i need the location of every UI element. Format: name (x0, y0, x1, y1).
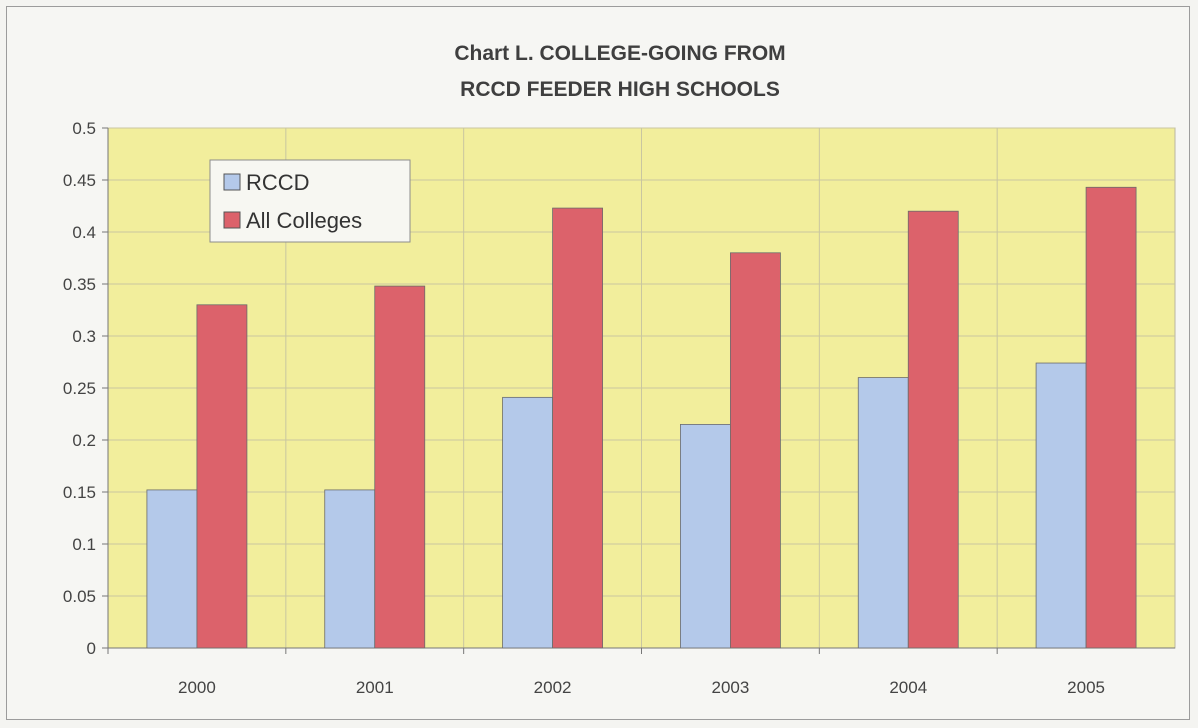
y-tick-label: 0.15 (63, 483, 96, 502)
x-tick-label: 2005 (1067, 678, 1105, 697)
y-tick-label: 0.35 (63, 275, 96, 294)
x-tick-label: 2002 (534, 678, 572, 697)
x-tick-label: 2003 (712, 678, 750, 697)
legend-label-all-colleges: All Colleges (246, 208, 362, 233)
plot-area: 0 0.05 0.1 0.15 0.2 0.25 0.3 0.35 0.4 0.45 0.5 2000… (63, 119, 1176, 697)
y-tick-label: 0.5 (72, 119, 96, 138)
bar-rccd-2000 (146, 489, 198, 649)
legend-box (209, 159, 411, 243)
legend-label-rccd: RCCD (246, 170, 310, 195)
y-tick-label: 0.25 (63, 379, 96, 398)
y-tick-label: 0.4 (72, 223, 96, 242)
x-tick-label: 2000 (178, 678, 216, 697)
legend-swatch-all-colleges (223, 211, 241, 229)
bar-rccd-2004 (857, 377, 909, 649)
y-tick-label: 0.3 (72, 327, 96, 346)
bar-rccd-2002 (502, 396, 553, 649)
chart-title-line-2: RCCD FEEDER HIGH SCHOOLS (460, 78, 780, 101)
bar-all-colleges-2001 (374, 285, 426, 649)
chart-title-line-1: Chart L. COLLEGE-GOING FROM (454, 42, 785, 65)
legend-swatch-rccd (223, 173, 241, 191)
bar-rccd-2005 (1035, 362, 1087, 649)
y-tick-label: 0.2 (72, 431, 96, 450)
bar-all-colleges-2004 (907, 210, 959, 649)
bar-rccd-2001 (324, 489, 376, 649)
bar-all-colleges-2003 (730, 252, 781, 649)
y-tick-label: 0.45 (63, 171, 96, 190)
y-tick-label: 0.1 (72, 535, 96, 554)
x-tick-label: 2004 (889, 678, 927, 697)
y-tick-label: 0 (87, 639, 96, 658)
bar-rccd-2003 (680, 423, 731, 649)
y-tick-label: 0.05 (63, 587, 96, 606)
bar-all-colleges-2002 (552, 207, 603, 649)
bar-all-colleges-2005 (1085, 186, 1137, 649)
bar-all-colleges-2000 (196, 304, 248, 649)
x-tick-label: 2001 (356, 678, 394, 697)
